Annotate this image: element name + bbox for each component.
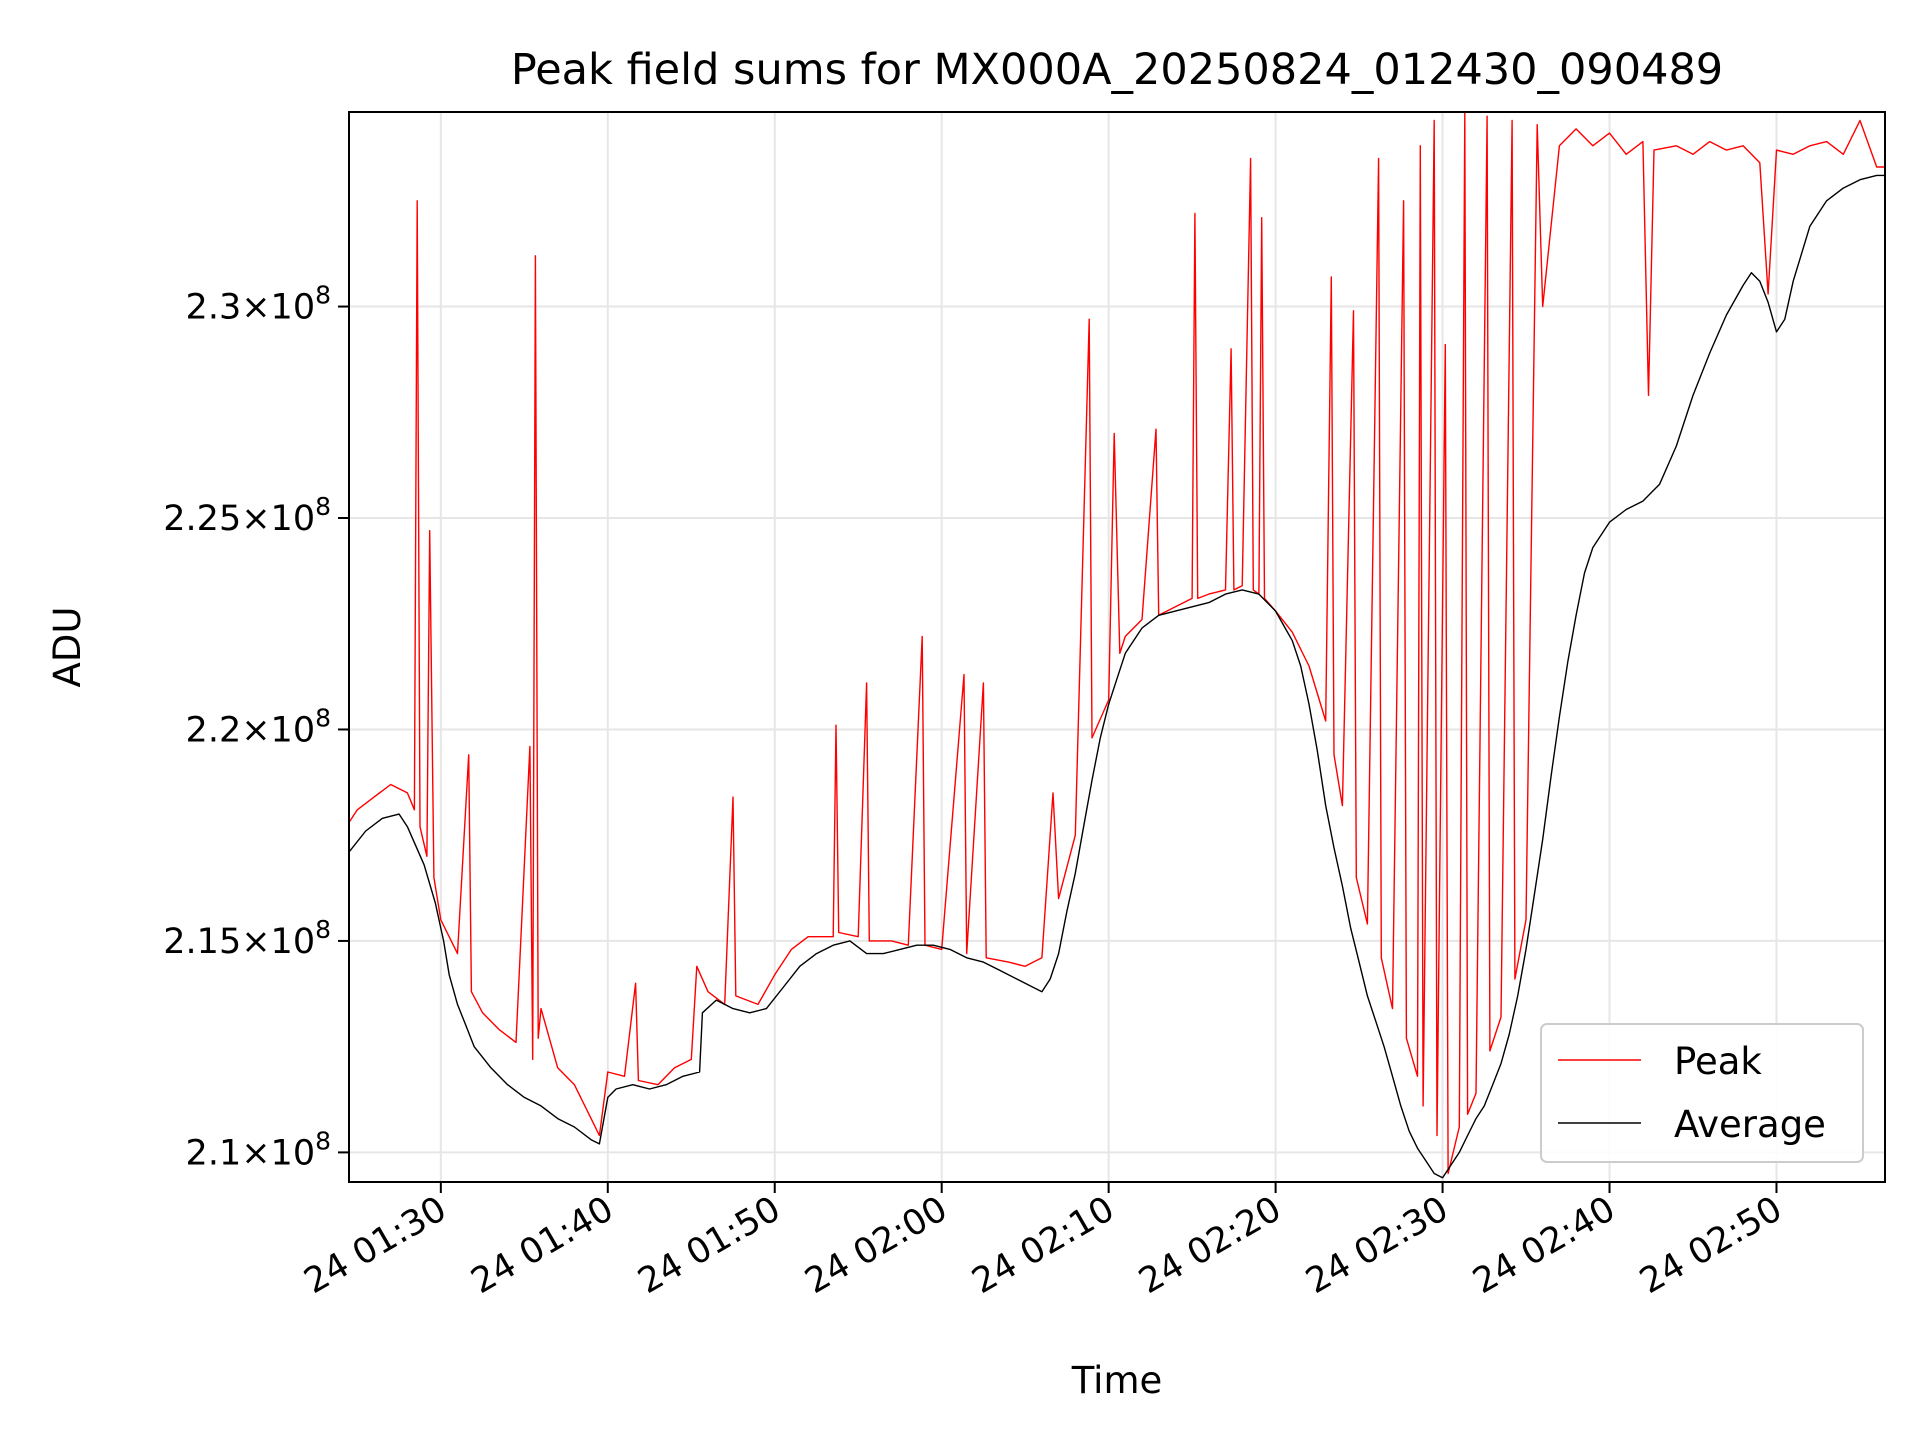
y-tick-label: 2.1×108 [186,1126,331,1173]
y-tick-base: ×10 [241,288,315,328]
legend-box [1540,1023,1864,1163]
x-axis-label: Time [1071,1359,1163,1402]
y-tick-mantissa: 2.2 [186,710,242,750]
y-tick-base: ×10 [241,1133,315,1173]
y-tick-exponent: 8 [315,281,331,310]
y-tick-mantissa: 2.3 [186,288,242,328]
plot-series [348,111,1885,1179]
legend-label-average: Average [1674,1103,1826,1146]
y-tick-exponent: 8 [315,1126,331,1155]
y-tick-label: 2.2×108 [186,703,331,750]
y-tick-exponent: 8 [315,492,331,521]
y-tick-mantissa: 2.25 [163,499,241,539]
y-tick-label: 2.3×108 [186,281,331,328]
legend-label-peak: Peak [1674,1040,1762,1083]
chart-title: Peak field sums for MX000A_20250824_0124… [511,45,1723,95]
legend: Peak Average [1540,1023,1864,1163]
y-tick-base: ×10 [241,499,315,539]
y-tick-mantissa: 2.1 [186,1133,242,1173]
plot-frame [348,111,1886,1183]
y-tick-base: ×10 [241,922,315,962]
y-tick-exponent: 8 [315,915,331,944]
y-axis-label: ADU [46,607,89,688]
series-line-peak [348,111,1885,1175]
y-tick-base: ×10 [241,710,315,750]
y-tick-label: 2.25×108 [163,492,331,539]
y-tick-label: 2.15×108 [163,915,331,962]
y-tick-mantissa: 2.15 [163,922,241,962]
y-tick-exponent: 8 [315,703,331,732]
series-line-average [348,174,1885,1179]
